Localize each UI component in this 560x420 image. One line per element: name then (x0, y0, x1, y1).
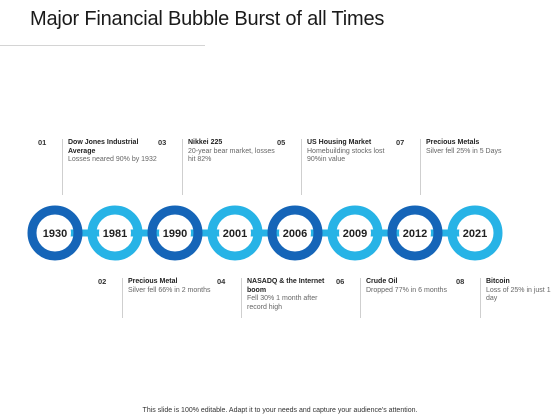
year-ring (327, 205, 383, 261)
year-label: 2006 (283, 228, 307, 240)
event-heading: NASADQ & the Internet boom (247, 278, 325, 294)
year-bubble (459, 217, 491, 249)
year-ring (207, 205, 263, 261)
year-ring (27, 205, 83, 261)
year-bubble-chain: 1930 1981 1990 2001 2006 2009 2012 2021 (27, 205, 503, 261)
event-number: 08 (456, 277, 465, 286)
year-ring (87, 205, 143, 261)
event-description: Silver fell 66% in 2 months (128, 286, 211, 294)
year-label: 2009 (343, 228, 367, 240)
event-divider (420, 139, 421, 195)
timeline-connector (55, 229, 475, 237)
event-heading: Dow Jones Industrial Average (68, 139, 139, 155)
event-divider (241, 278, 242, 318)
year-label: 1990 (163, 228, 187, 240)
title-divider (0, 45, 205, 46)
event-heading: Bitcoin (486, 278, 510, 285)
year-label: 1981 (103, 228, 127, 240)
event-divider (122, 278, 123, 318)
event-heading: Nikkei 225 (188, 139, 223, 146)
event-heading: Precious Metals (426, 139, 480, 146)
year-bubble (39, 217, 71, 249)
year-bubble (399, 217, 431, 249)
year-bubble (339, 217, 371, 249)
event-number: 02 (98, 277, 107, 286)
event-number: 03 (158, 138, 167, 147)
year-label: 2001 (223, 228, 247, 240)
event-description: Silver fell 25% in 5 Days (426, 147, 502, 155)
footer-note: This slide is 100% editable. Adapt it to… (142, 407, 418, 414)
year-bubble (279, 217, 311, 249)
year-bubble (159, 217, 191, 249)
event-number: 05 (277, 138, 286, 147)
year-ring (267, 205, 323, 261)
year-ring (147, 205, 203, 261)
event-description: Homebuilding stocks lost 90%in value (307, 147, 385, 164)
event-divider (480, 278, 481, 318)
year-bubble (219, 217, 251, 249)
event-description: Losses neared 90% by 1932 (68, 156, 157, 164)
event-description: 20-year bear market, losses hit 82% (188, 147, 275, 164)
year-label: 1930 (43, 228, 67, 240)
year-ring (387, 205, 443, 261)
event-number: 06 (336, 277, 345, 286)
event-number: 07 (396, 138, 405, 147)
event-divider (301, 139, 302, 195)
event-heading: Precious Metal (128, 278, 178, 285)
event-heading: Crude Oil (366, 278, 398, 285)
event-divider (360, 278, 361, 318)
year-ring (447, 205, 503, 261)
event-number: 01 (38, 138, 47, 147)
event-divider (62, 139, 63, 195)
event-description: Fell 30% 1 month after record high (247, 295, 318, 311)
slide-title: Major Financial Bubble Burst of all Time… (30, 8, 385, 30)
event-heading: US Housing Market (307, 139, 372, 146)
event-description: Loss of 25% in just 1 day (486, 286, 551, 303)
year-label: 2021 (463, 228, 487, 240)
year-label: 2012 (403, 228, 427, 240)
event-number: 04 (217, 277, 226, 286)
year-bubble (99, 217, 131, 249)
event-description: Dropped 77% in 6 months (366, 286, 447, 294)
event-divider (182, 139, 183, 195)
